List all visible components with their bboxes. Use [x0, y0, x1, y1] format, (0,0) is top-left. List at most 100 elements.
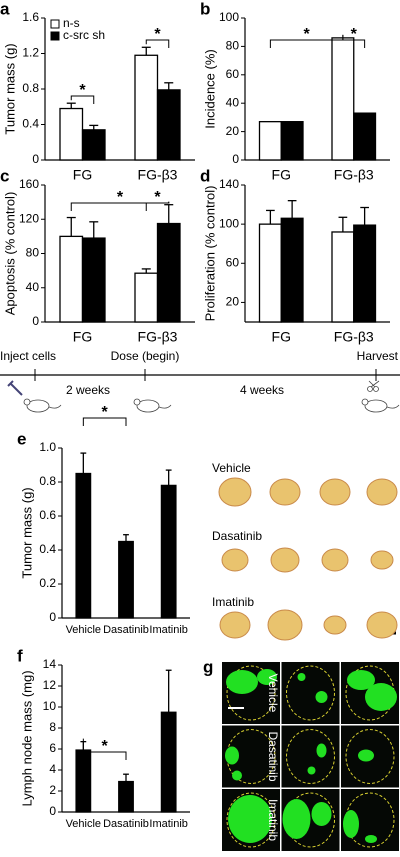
- error-bar: [123, 534, 129, 542]
- tumor-photo: [323, 615, 347, 635]
- panel-letter: d: [200, 166, 210, 185]
- timeline-interval: 4 weeks: [240, 383, 284, 397]
- tumor-photo: [370, 550, 394, 570]
- x-tick-label: FG: [73, 167, 92, 183]
- y-tick-label: 100: [219, 10, 239, 24]
- bar: [160, 711, 177, 813]
- significance-bracket: [82, 417, 127, 426]
- bar: [75, 749, 92, 813]
- y-axis-label: Tumor mass (g): [19, 487, 34, 578]
- x-tick-label: Dasatinib: [103, 624, 149, 636]
- bar: [258, 121, 282, 161]
- error-bar: [360, 206, 369, 226]
- x-tick-label: FG: [272, 329, 291, 345]
- y-axis-label: Tumor mass (g): [2, 43, 17, 134]
- y-tick-label: 4: [49, 762, 56, 776]
- bar: [353, 112, 377, 161]
- fluorescence-signal: [311, 802, 332, 826]
- x-tick-label: Imatinib: [149, 624, 188, 636]
- fluorescence-signal: [343, 810, 359, 838]
- y-axis-label: Apoptosis (% control): [2, 192, 17, 316]
- fluorescence-signal: [358, 749, 374, 762]
- fluorescence-signal: [365, 683, 397, 711]
- timeline-event: Dose (begin): [111, 349, 180, 363]
- y-tick-label: 1.0: [39, 440, 56, 454]
- tumor-photo: [366, 478, 398, 506]
- error-bar: [266, 209, 275, 225]
- error-bar: [165, 469, 172, 486]
- error-bar: [89, 221, 99, 239]
- row-label: Vehicle: [266, 674, 280, 713]
- bar: [353, 224, 377, 323]
- y-tick-label: 0.8: [22, 81, 39, 95]
- row-label: Dasatinib: [266, 731, 280, 781]
- y-tick-label: 0.8: [39, 474, 56, 488]
- fluorescence-signal: [307, 766, 316, 775]
- y-tick-label: 14: [43, 657, 57, 671]
- legend-label: c-src sh: [63, 28, 105, 42]
- x-tick-label: FG-β3: [138, 329, 178, 345]
- bar: [331, 37, 355, 161]
- fluorescence-signal: [226, 670, 258, 694]
- y-tick-label: 100: [219, 216, 239, 230]
- x-tick-label: FG-β3: [138, 167, 178, 183]
- y-tick-label: 20: [226, 295, 240, 309]
- y-tick-label: 0.2: [39, 576, 56, 590]
- tissue-outline: [226, 792, 276, 848]
- bar: [156, 222, 181, 323]
- y-tick-label: 60: [226, 255, 240, 269]
- fluorescence-signal: [365, 835, 377, 843]
- y-tick-label: 60: [226, 67, 240, 81]
- panel-letter: b: [200, 0, 210, 18]
- significance-label: *: [117, 189, 124, 206]
- significance-bracket: [145, 39, 170, 48]
- y-tick-label: 20: [226, 124, 240, 138]
- bar: [118, 540, 134, 619]
- significance-bracket: [70, 95, 95, 104]
- panel-letter: a: [0, 0, 10, 18]
- bar: [331, 231, 355, 323]
- tumor-photo: [319, 478, 351, 506]
- row-label: Imatinib: [266, 799, 280, 841]
- photo-label: Imatinib: [212, 595, 254, 609]
- legend-label: n-s: [63, 16, 80, 30]
- timeline-event: Inject cells: [0, 349, 56, 363]
- photo-label: Dasatinib: [212, 529, 262, 543]
- timeline-event: Harvest: [357, 349, 399, 363]
- tumor-photo: [270, 547, 300, 573]
- y-tick-label: 0.4: [39, 542, 56, 556]
- micrograph: [281, 725, 340, 788]
- y-tick-label: 0: [49, 610, 56, 624]
- tissue-outline: [286, 792, 335, 848]
- tumor-photo: [219, 611, 251, 639]
- bar: [59, 107, 84, 161]
- tissue-outline: [286, 665, 335, 721]
- y-tick-label: 40: [26, 280, 40, 294]
- significance-label: *: [304, 26, 311, 43]
- bar: [75, 472, 92, 619]
- bar: [258, 223, 282, 323]
- x-tick-label: Vehicle: [66, 624, 101, 636]
- photo-label: Vehicle: [212, 461, 251, 475]
- y-tick-label: 1.2: [22, 46, 39, 60]
- y-tick-label: 120: [19, 211, 39, 225]
- y-tick-label: 6: [49, 741, 56, 755]
- significance-bracket: [342, 34, 366, 48]
- fluorescence-signal: [315, 691, 328, 703]
- error-bar: [123, 773, 129, 782]
- y-axis-label: Proliferation (% control): [202, 186, 217, 322]
- bar: [59, 235, 84, 323]
- y-tick-label: 80: [26, 246, 40, 260]
- y-tick-label: 0: [32, 152, 39, 166]
- y-tick-label: 40: [226, 95, 240, 109]
- y-tick-label: 140: [219, 177, 239, 191]
- error-bar: [338, 216, 348, 232]
- tissue-outline: [345, 729, 395, 784]
- bar: [118, 780, 134, 813]
- significance-label: *: [154, 189, 161, 206]
- significance-label: *: [154, 26, 161, 43]
- error-bar: [164, 82, 174, 90]
- fluorescence-signal: [297, 673, 306, 681]
